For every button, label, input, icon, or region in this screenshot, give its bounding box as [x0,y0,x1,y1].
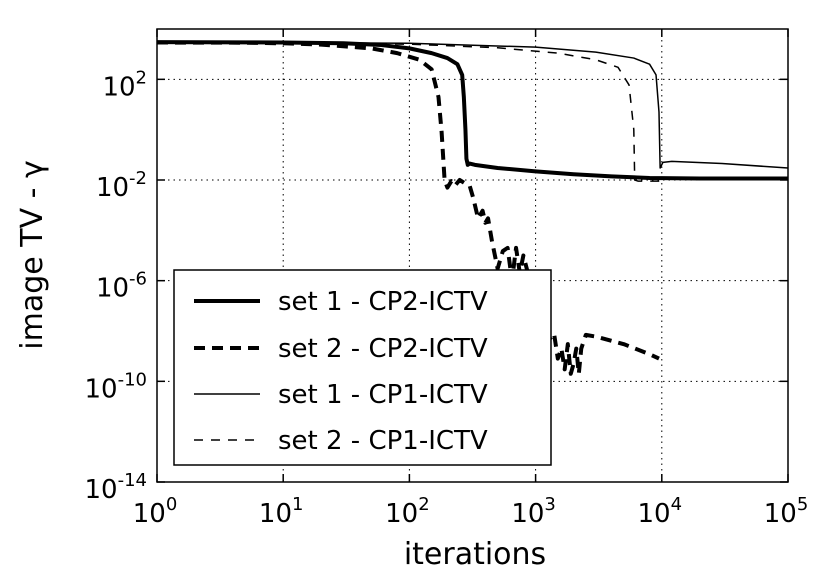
x-tick-label: 103 [511,494,556,529]
y-axis-label: image TV - γ [15,160,50,349]
legend-label-set2-cp2: set 2 - CP2-ICTV [278,334,488,364]
y-tick-label: 10-2 [96,168,147,203]
y-tick-label: 10-14 [85,470,148,505]
x-axis-label: iterations [404,537,546,572]
ticks: 100 101 102 103 104 105 102 10-2 10-6 10-10 10-14 [85,29,809,529]
x-tick-label: 100 [133,494,178,529]
series-line-4 [156,41,662,182]
y-tick-label: 102 [102,67,147,102]
legend: set 1 - CP2-ICTV set 2 - CP2-ICTV set 1 … [173,269,552,466]
series-line-3 [156,41,789,169]
y-tick-label: 10-10 [85,369,148,404]
series-line-1 [156,40,788,181]
series-line-2 [156,40,660,376]
legend-label-set1-cp1: set 1 - CP1-ICTV [278,380,488,410]
x-tick-label: 105 [764,494,809,529]
x-tick-label: 104 [638,494,683,529]
x-tick-label: 102 [385,494,430,529]
plot-frame [156,28,789,483]
x-tick-label: 101 [259,494,304,529]
legend-label-set1-cp2: set 1 - CP2-ICTV [278,287,488,317]
legend-label-set2-cp1: set 2 - CP1-ICTV [278,426,488,456]
series-group [156,40,789,376]
y-tick-label: 10-6 [96,269,147,304]
